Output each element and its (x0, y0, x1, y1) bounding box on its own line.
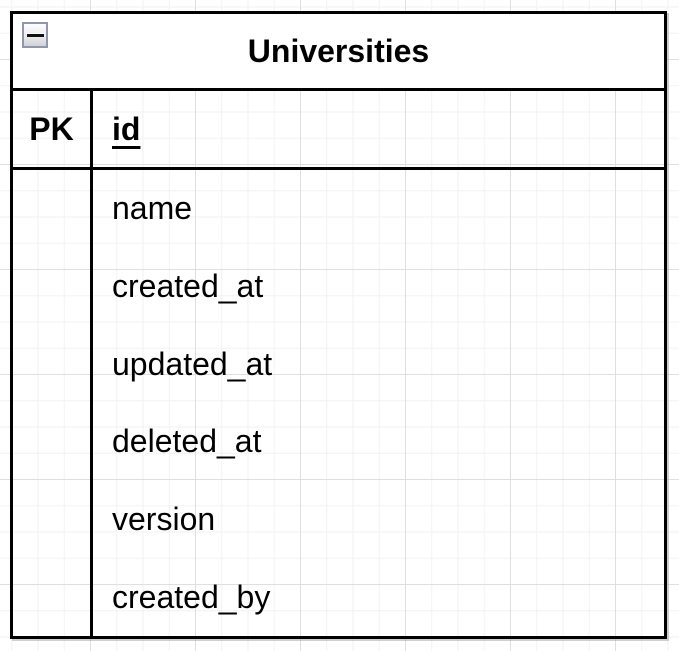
key-cell (13, 325, 93, 404)
primary-key-row[interactable]: PK id (13, 91, 664, 170)
entity-title: Universities (247, 32, 430, 69)
field-cell: version (93, 481, 664, 559)
primary-key-field-cell: id (93, 91, 664, 167)
field-label: created_at (112, 268, 264, 304)
key-cell (13, 403, 93, 481)
field-label: version (112, 501, 216, 538)
field-row-created-by[interactable]: created_by (13, 558, 664, 637)
field-rows: name created_at updated_at deleted_at (13, 170, 664, 637)
key-cell (13, 558, 93, 637)
entity-header[interactable]: Universities (13, 14, 664, 91)
field-row-name[interactable]: name (13, 170, 664, 248)
entity-table-universities[interactable]: Universities PK id name created_at (10, 11, 667, 639)
primary-key-badge: PK (29, 110, 74, 147)
field-cell: created_at (93, 248, 664, 326)
field-label: name (112, 190, 193, 227)
primary-key-field-label: id (112, 110, 141, 147)
collapse-button[interactable] (22, 22, 48, 48)
field-cell: created_by (93, 558, 664, 636)
field-row-updated-at[interactable]: updated_at (13, 325, 664, 404)
field-row-version[interactable]: version (13, 480, 664, 559)
key-cell (13, 480, 93, 559)
key-cell (13, 247, 93, 326)
key-cell (13, 170, 93, 248)
field-label: deleted_at (112, 423, 262, 460)
field-label: updated_at (112, 345, 273, 382)
field-row-deleted-at[interactable]: deleted_at (13, 403, 664, 481)
field-label: created_by (112, 578, 271, 615)
field-cell: name (93, 170, 664, 248)
minus-icon (26, 33, 44, 37)
field-row-created-at[interactable]: created_at (13, 247, 664, 326)
field-cell: updated_at (93, 325, 664, 403)
field-cell: deleted_at (93, 403, 664, 481)
primary-key-cell: PK (13, 91, 93, 167)
